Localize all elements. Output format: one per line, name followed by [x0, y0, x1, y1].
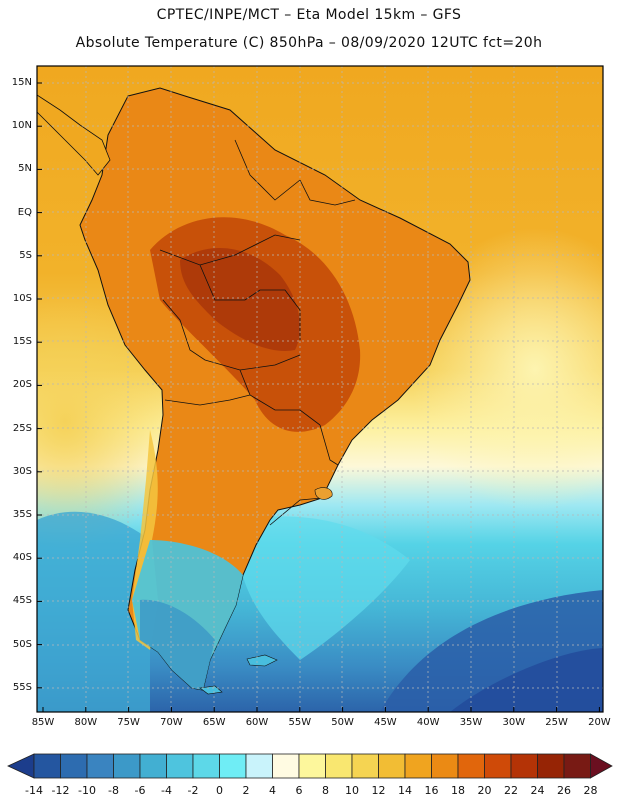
colorbar-label: 20: [477, 784, 492, 797]
colorbar-label: -6: [134, 784, 146, 797]
lon-label: 75W: [117, 717, 140, 728]
lat-label: 10S: [12, 293, 32, 304]
lon-label: 35W: [459, 717, 483, 728]
lon-label: 25W: [545, 717, 568, 728]
islands: [199, 654, 278, 695]
colorbar-label: -2: [187, 784, 199, 797]
lon-label: 50W: [331, 717, 354, 728]
lon-label: 65W: [202, 717, 226, 728]
lon-label: 60W: [245, 717, 269, 728]
colorbar-label: 2: [242, 784, 250, 797]
colorbar-label: -14: [25, 784, 43, 797]
lon-label: 20W: [588, 717, 611, 728]
colorbar-swatch: [113, 753, 141, 779]
colorbar-swatch: [86, 753, 114, 779]
colorbar-label: 8: [322, 784, 329, 797]
colorbar-label: 4: [269, 784, 276, 797]
lon-label: 70W: [160, 717, 183, 728]
colorbar-swatch: [245, 753, 273, 779]
lon-label: 40W: [416, 717, 440, 728]
axis-ticks: [37, 82, 600, 712]
lat-label: 10N: [11, 120, 32, 132]
colorbar-swatch: [298, 753, 326, 779]
lon-label: 80W: [74, 717, 98, 728]
lat-label: 40S: [12, 552, 32, 564]
lat-label: 50S: [12, 638, 32, 650]
lat-label: 20S: [12, 379, 32, 391]
colorbar-swatch: [510, 753, 538, 779]
colorbar-label: 24: [530, 784, 545, 797]
colorbar-label: 6: [295, 784, 303, 797]
colorbar-swatch: [219, 753, 247, 779]
pacific-cold-tongue: [37, 511, 150, 712]
graticule: [37, 66, 603, 712]
lat-label: EQ: [17, 206, 32, 218]
colorbar-left-arrow: [7, 753, 35, 779]
colorbar-label: 12: [371, 784, 386, 797]
colorbar-swatch: [325, 753, 353, 779]
lat-label: 15S: [12, 336, 32, 348]
colorbar-swatch: [378, 753, 406, 779]
colorbar-label: 28: [583, 784, 598, 797]
colorbar-swatch: [537, 753, 565, 779]
cyan-band-atlantic: [238, 516, 410, 660]
lake-outlines: [314, 487, 333, 500]
colorbar-swatch: [166, 753, 194, 779]
colorbar-swatch: [484, 753, 512, 779]
lat-label: 55S: [12, 681, 32, 693]
colorbar-label: 18: [451, 784, 465, 797]
lat-label: 45S: [12, 595, 32, 607]
lon-label: 30W: [502, 717, 526, 728]
lat-label: 5S: [19, 249, 32, 261]
title-line-model: CPTEC/INPE/MCT – Eta Model 15km – GFS: [156, 7, 462, 23]
map-frame: [36, 65, 604, 713]
colorbar-swatch: [272, 753, 300, 779]
colorbar-label: 26: [557, 784, 571, 797]
colorbar-label: 0: [216, 784, 223, 797]
deep-cold-core: [450, 648, 603, 712]
lat-label: 5N: [18, 163, 32, 175]
colorbar: [7, 753, 613, 779]
interior-hottest: [180, 248, 300, 351]
colorbar-label: 22: [504, 784, 518, 797]
colorbar-label: 10: [345, 784, 359, 797]
colorbar-label: -8: [108, 784, 119, 797]
colorbar-swatch: [60, 753, 88, 779]
colorbar-label: 14: [398, 784, 412, 797]
central-america: [37, 94, 111, 176]
colorbar-label: -10: [78, 784, 96, 797]
colorbar-swatch: [431, 753, 459, 779]
colorbar-right-arrow: [590, 753, 613, 779]
colorbar-swatch: [33, 753, 61, 779]
colorbar-swatch: [139, 753, 167, 779]
country-borders: [159, 139, 356, 526]
lon-label: 85W: [31, 717, 55, 728]
lat-label: 30S: [12, 465, 32, 477]
lat-label: 25S: [12, 422, 32, 434]
colorbar-label: 16: [424, 784, 439, 797]
colorbar-swatch: [351, 753, 379, 779]
lon-label: 55W: [288, 717, 312, 728]
lat-label: 35S: [12, 509, 32, 520]
colorbar-label: -4: [161, 784, 172, 797]
colorbar-label: -12: [51, 784, 70, 797]
lat-label: 15N: [11, 77, 32, 88]
colorbar-swatch: [404, 753, 432, 779]
lon-label: 45W: [374, 717, 397, 728]
colorbar-swatch: [457, 753, 485, 779]
title-line-field: Absolute Temperature (C) 850hPa – 08/09/…: [75, 35, 543, 51]
colorbar-swatch: [563, 753, 591, 779]
colorbar-swatch: [192, 753, 220, 779]
